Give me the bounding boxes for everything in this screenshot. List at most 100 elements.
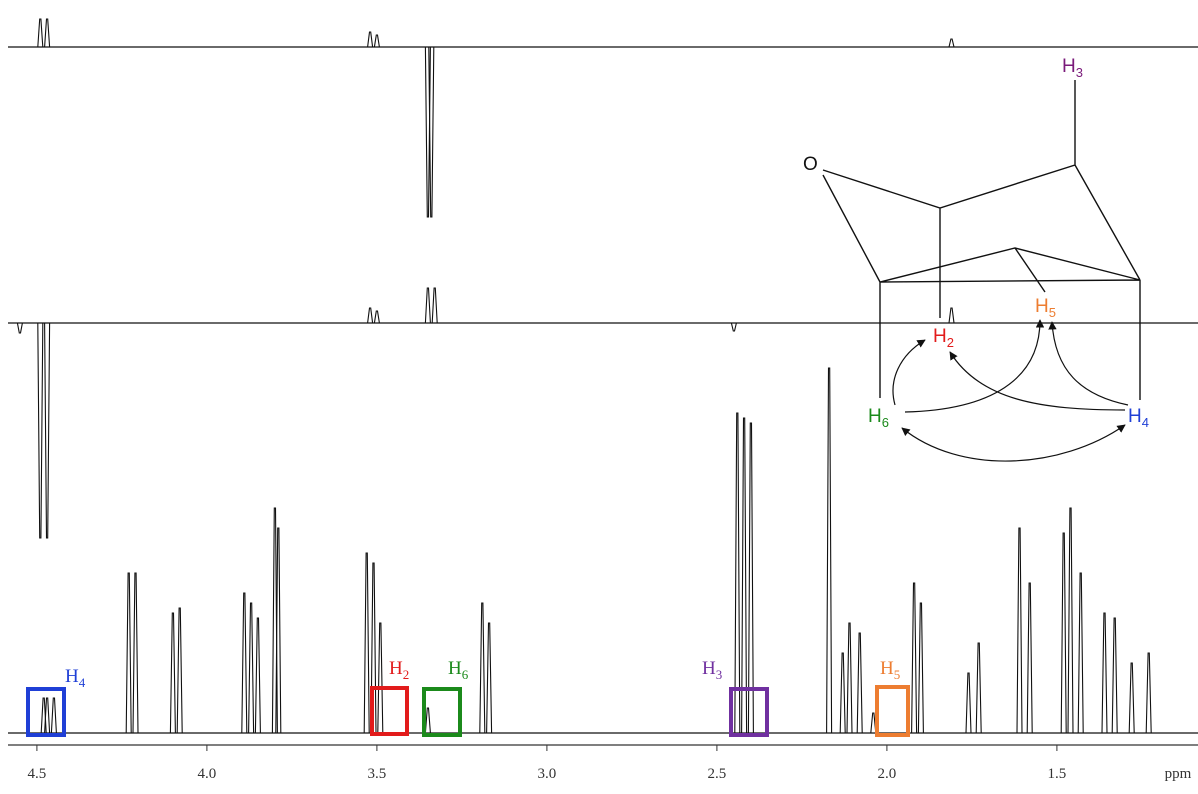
peak [1128,662,1135,734]
annotation-box [729,687,769,737]
peak [370,562,377,734]
peak [275,527,282,734]
peak [948,307,955,324]
atom-label: H6 [868,406,889,430]
annotation-label: H5 [880,658,900,682]
noe-arrow [1048,321,1129,406]
peak [431,287,438,324]
annotation-box [26,687,66,737]
label: H [1062,56,1076,77]
noe-arrow [892,339,926,406]
x-axis-label: ppm [1165,766,1192,782]
label-sub: 4 [79,675,86,690]
noe-arrow [904,319,1045,413]
peak [241,592,248,734]
annotations: H4 H2 H6 H3 H5 [26,658,910,737]
noe-arrow [949,351,1126,411]
atom-label: H2 [933,326,954,350]
annotation-label: H6 [448,658,469,682]
peak [44,322,51,539]
atom-label: H3 [1062,56,1083,80]
structure: O H3 H2 H5 H6 H4 [803,56,1149,462]
noe-arrow [901,424,1126,462]
peak [377,622,384,734]
peak [363,552,370,734]
traces [8,18,1198,734]
peak [965,672,972,734]
peak [1026,582,1033,734]
peak [16,322,23,334]
peak [367,31,374,48]
peak [826,367,833,734]
label-sub: 3 [716,667,723,682]
peak [428,46,435,218]
x-tick-label: 1.5 [1048,766,1067,782]
peak [917,602,924,734]
atom-label: H5 [1035,296,1056,320]
peak [1016,527,1023,734]
peak [730,322,737,332]
annotation-label: H2 [389,658,409,682]
label-sub: 5 [1049,305,1056,320]
atom-label: O [803,154,818,175]
peak [373,310,380,324]
peak [1145,652,1152,734]
x-tick-label: 3.5 [368,766,387,782]
label: H [702,658,716,679]
peak [948,38,955,48]
label: H [1128,406,1142,427]
peak [1067,507,1074,734]
x-tick-label: 2.5 [708,766,727,782]
peak [479,602,486,734]
peak [846,622,853,734]
peak [373,34,380,48]
peak [1077,572,1084,734]
peak [424,707,431,734]
peak [486,622,493,734]
label-sub: 2 [947,335,954,350]
x-tick-label: 4.0 [198,766,217,782]
peak [37,322,44,539]
x-tick-label: 3.0 [538,766,557,782]
peak [44,697,51,734]
peak [839,652,846,734]
peak [870,712,877,734]
label-sub: 3 [1076,65,1083,80]
annotation-box [370,686,409,736]
peak [169,612,176,734]
label-sub: 6 [462,667,469,682]
peak [254,617,261,734]
peak [911,582,918,734]
annotation-label: H4 [65,666,86,690]
peak [50,697,57,734]
label: H [880,658,894,679]
label-sub: 4 [1142,415,1149,430]
label: H [868,406,882,427]
peak [734,412,741,734]
annotation-box [875,685,910,737]
peak [44,18,51,48]
annotation-box [422,687,462,737]
peak [856,632,863,734]
bonds [822,80,1141,400]
peak [367,307,374,324]
label-sub: 2 [403,667,410,682]
label-sub: 6 [882,415,889,430]
label-sub: 5 [894,667,901,682]
peak [1111,617,1118,734]
label: H [933,326,947,347]
peak [975,642,982,734]
peak [132,572,139,734]
x-ticks: 4.5 4.0 3.5 3.0 2.5 2.0 1.5 [28,745,1067,782]
peak [1101,612,1108,734]
peak [37,18,44,48]
peak [741,417,748,734]
peak [424,287,431,324]
peak [176,607,183,734]
x-tick-label: 2.0 [878,766,897,782]
annotation-label: H3 [702,658,722,682]
label: H [65,666,79,687]
atom-label: H4 [1128,406,1149,430]
